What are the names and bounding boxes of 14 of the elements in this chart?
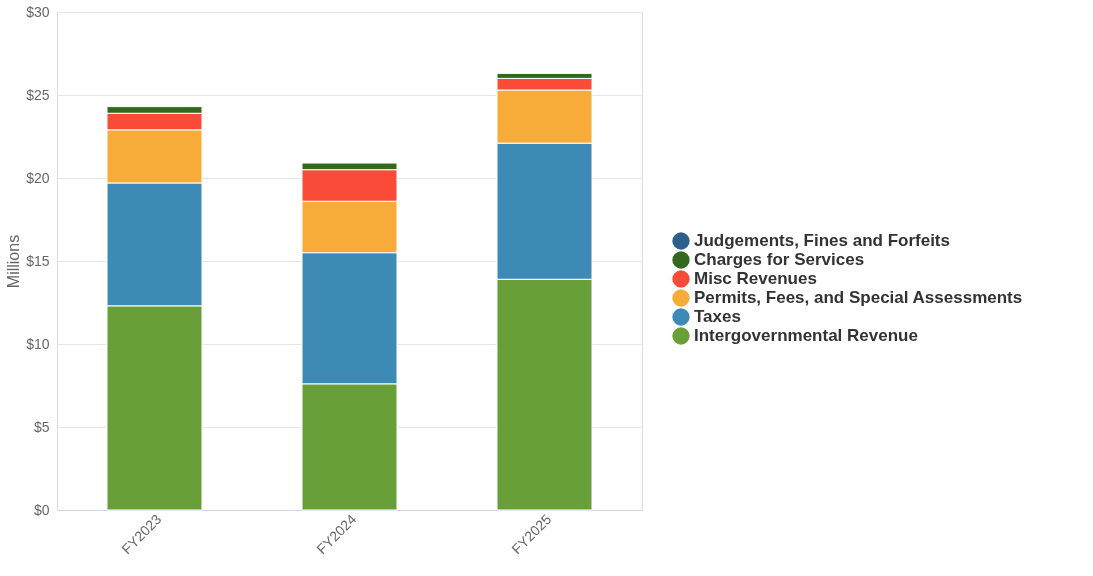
y-tick-label: $5 — [33, 418, 50, 435]
y-tick-label: $10 — [26, 335, 50, 352]
legend-label: Permits, Fees, and Special Assessments — [694, 288, 1023, 307]
legend-label: Judgements, Fines and Forfeits — [694, 231, 950, 250]
y-tick-label: $0 — [33, 501, 50, 518]
y-tick-label: $25 — [26, 86, 50, 103]
legend-label: Intergovernmental Revenue — [694, 326, 918, 345]
y-tick-label: $30 — [26, 3, 50, 20]
legend-label: Misc Revenues — [694, 269, 817, 288]
y-tick-label: $15 — [26, 252, 50, 269]
y-tick-label: $20 — [26, 169, 50, 186]
legend-label: Taxes — [694, 307, 741, 326]
y-axis-title: Millions — [5, 234, 23, 289]
legend-label: Charges for Services — [694, 250, 865, 269]
